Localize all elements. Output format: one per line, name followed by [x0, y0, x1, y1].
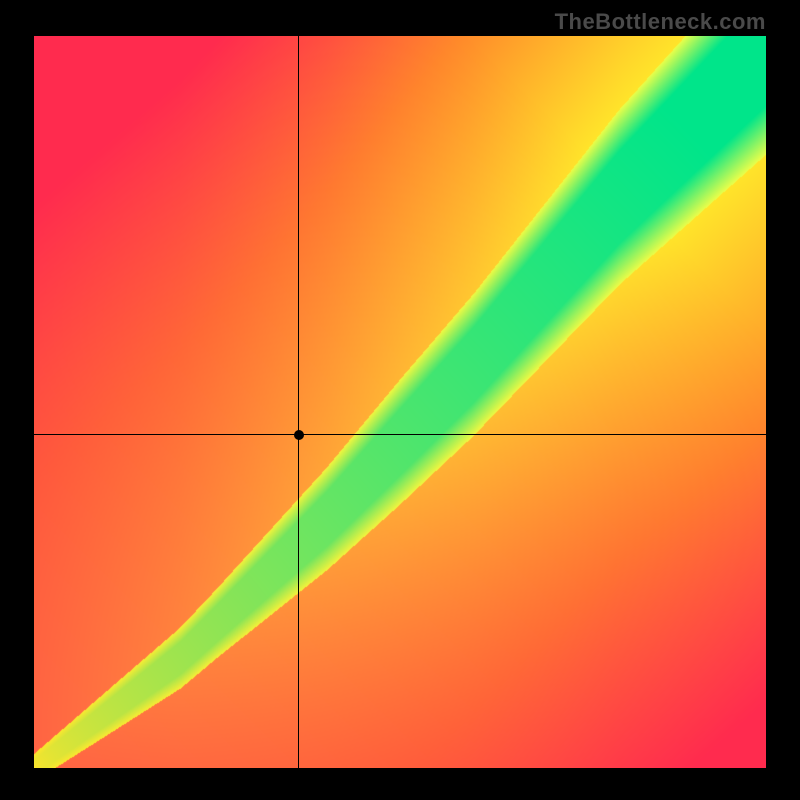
chart-container: { "meta": { "watermark_text": "TheBottle…: [0, 0, 800, 800]
bottleneck-heatmap: [34, 36, 766, 768]
crosshair-vertical: [298, 36, 299, 768]
crosshair-horizontal: [34, 434, 766, 435]
crosshair-marker: [294, 430, 304, 440]
watermark-text: TheBottleneck.com: [555, 9, 766, 35]
